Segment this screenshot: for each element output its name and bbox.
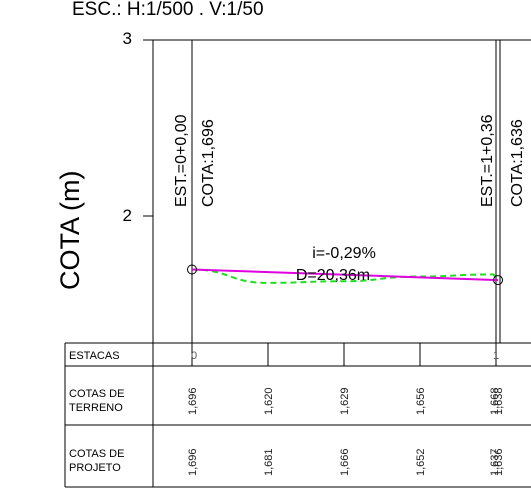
station-0-est-label: EST.=0+0,00 (173, 114, 190, 207)
project-value: 1,666 (339, 448, 351, 476)
y-tick-label-2: 2 (123, 206, 132, 225)
station-1-est-label: EST.=1+0,36 (479, 114, 496, 207)
slope-label: i=-0,29% (312, 245, 376, 262)
project-line (191, 268, 499, 282)
row-label-stations: ESTACAS (69, 350, 120, 362)
project-value: 1,696 (187, 448, 199, 476)
station-marker-1 (493, 275, 503, 286)
station-marker-0 (187, 264, 197, 275)
terrain-line (191, 268, 499, 284)
terrain-value: 1,668 (489, 387, 501, 415)
project-value: 1,636 (493, 448, 505, 476)
y-tick-label-3: 3 (123, 29, 132, 48)
project-value: 1,681 (263, 448, 275, 476)
station-label-0: 0 (191, 350, 197, 362)
station-label-1: 1 (493, 350, 499, 362)
project-value: 1,637 (489, 448, 501, 476)
distance-label: D=20,36m (296, 267, 370, 284)
terrain-value: 1,629 (339, 387, 351, 415)
y-axis-label: COTA (m) (55, 171, 85, 290)
station-0-cota-label: COTA:1,696 (200, 119, 217, 207)
row-label-project-1: COTAS DE (69, 448, 124, 460)
project-value: 1,652 (415, 448, 427, 476)
scale-note: ESC.: H:1/500 . V:1/50 (72, 0, 264, 20)
row-label-terrain-1: COTAS DE (69, 388, 124, 400)
station-1-cota-label: COTA:1,636 (509, 119, 526, 207)
terrain-value: 1,620 (263, 387, 275, 415)
terrain-value: 1,696 (187, 387, 199, 415)
row-label-terrain-2: TERRENO (69, 402, 123, 414)
terrain-value: 1,656 (415, 387, 427, 415)
terrain-value: 1,638 (493, 387, 505, 415)
data-table: ESTACAS COTAS DE TERRENO COTAS DE PROJET… (64, 342, 531, 488)
plot-layer (187, 264, 503, 286)
row-label-project-2: PROJETO (69, 462, 121, 474)
